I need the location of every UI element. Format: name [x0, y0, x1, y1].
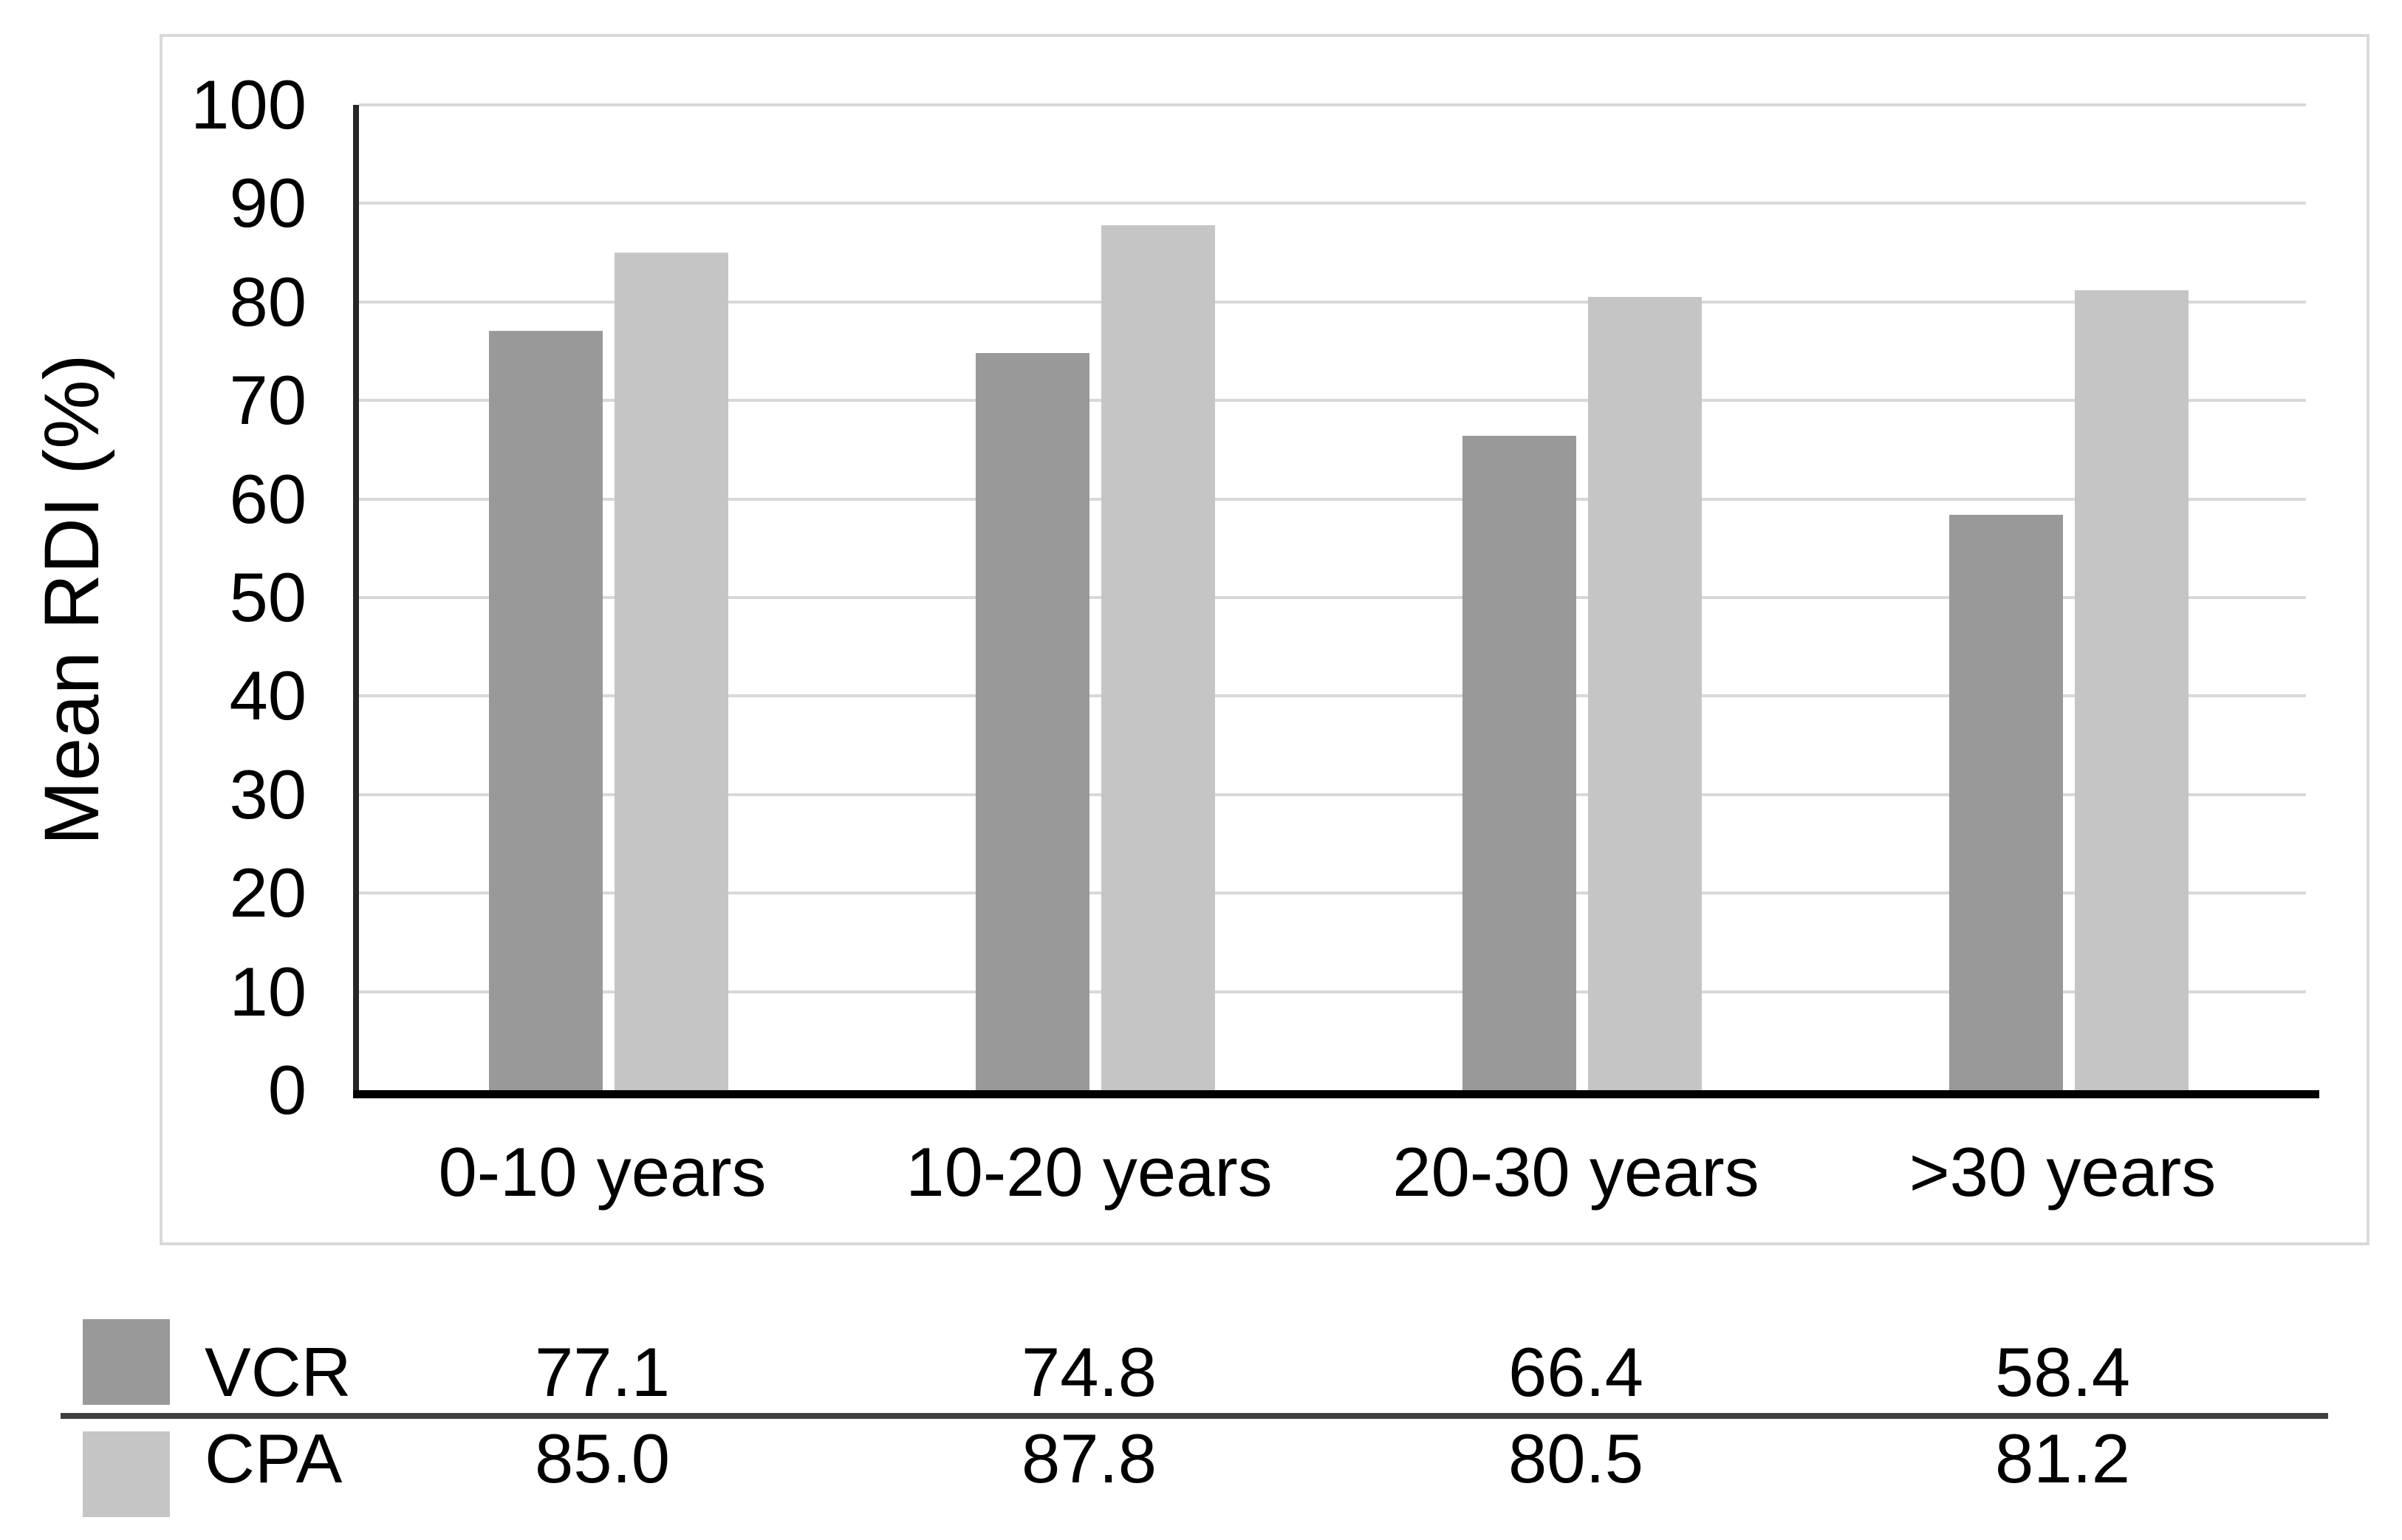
y-tick-label-0: 0 — [267, 1051, 307, 1129]
y-tick-label-70: 70 — [229, 361, 307, 439]
bar-group-0-10-years — [365, 105, 852, 1090]
bar-group-20-30-years — [1338, 105, 1825, 1090]
bar-cpa-30-years — [2074, 290, 2189, 1090]
bar-vcr-10-20-years — [975, 353, 1089, 1090]
table-value-cpa-30-years: 81.2 — [1995, 1420, 2130, 1497]
y-tick-label-100: 100 — [191, 66, 307, 143]
x-label-20-30-years: 20-30 years — [1392, 1133, 1759, 1211]
legend-swatch-vcr — [83, 1319, 170, 1405]
plot-area — [353, 103, 2306, 1090]
gridline-60 — [359, 497, 2306, 501]
x-axis-category-labels: 0-10 years 10-20 years 20-30 years >30 year… — [359, 1132, 2306, 1213]
table-value-vcr-20-30-years: 66.4 — [1508, 1333, 1643, 1411]
table-value-cpa-20-30-years: 80.5 — [1508, 1420, 1643, 1497]
table-row-values-vcr: 77.1 74.8 66.4 58.4 — [359, 1335, 2306, 1409]
bar-vcr-0-10-years — [488, 330, 603, 1090]
gridline-90 — [359, 202, 2306, 205]
table-value-vcr-30-years: 58.4 — [1995, 1333, 2130, 1411]
x-label-30-years: >30 years — [1909, 1133, 2217, 1211]
bar-vcr-20-30-years — [1462, 436, 1576, 1090]
bar-cpa-0-10-years — [614, 253, 728, 1090]
table-value-cpa-0-10-years: 85.0 — [535, 1420, 670, 1497]
y-tick-label-30: 30 — [229, 755, 307, 833]
table-value-vcr-10-20-years: 74.8 — [1022, 1333, 1157, 1411]
gridline-20 — [359, 892, 2306, 895]
gridline-50 — [359, 596, 2306, 599]
bar-vcr-30-years — [1948, 514, 2063, 1090]
table-value-cpa-10-20-years: 87.8 — [1022, 1420, 1157, 1497]
y-tick-label-40: 40 — [229, 657, 307, 735]
x-label-10-20-years: 10-20 years — [906, 1133, 1273, 1211]
bar-groups — [365, 105, 2312, 1090]
gridline-30 — [359, 793, 2306, 796]
table-row-label-cpa: CPA — [205, 1420, 343, 1497]
table-row-label-vcr: VCR — [205, 1333, 352, 1411]
legend-swatch-cpa — [83, 1431, 170, 1517]
y-tick-label-80: 80 — [229, 262, 307, 340]
gridline-10 — [359, 990, 2306, 993]
y-tick-label-60: 60 — [229, 459, 307, 538]
gridline-70 — [359, 399, 2306, 403]
y-tick-label-90: 90 — [229, 164, 307, 242]
y-tick-label-50: 50 — [229, 558, 307, 636]
gridline-100 — [359, 103, 2306, 106]
gridline-40 — [359, 694, 2306, 698]
bar-cpa-10-20-years — [1101, 225, 1215, 1090]
bar-cpa-20-30-years — [1587, 297, 1702, 1090]
y-axis-title: Mean RDI (%) — [29, 354, 115, 846]
table-row-values-cpa: 85.0 87.8 80.5 81.2 — [359, 1422, 2306, 1496]
y-tick-label-10: 10 — [229, 952, 307, 1030]
gridline-80 — [359, 300, 2306, 304]
table-value-vcr-0-10-years: 77.1 — [535, 1333, 670, 1411]
x-label-0-10-years: 0-10 years — [438, 1133, 767, 1211]
x-axis-line — [353, 1090, 2319, 1098]
data-table-separator-line — [61, 1413, 2328, 1419]
bar-group-30-years — [1825, 105, 2312, 1090]
bar-group-10-20-years — [852, 105, 1338, 1090]
y-tick-label-20: 20 — [229, 854, 307, 932]
